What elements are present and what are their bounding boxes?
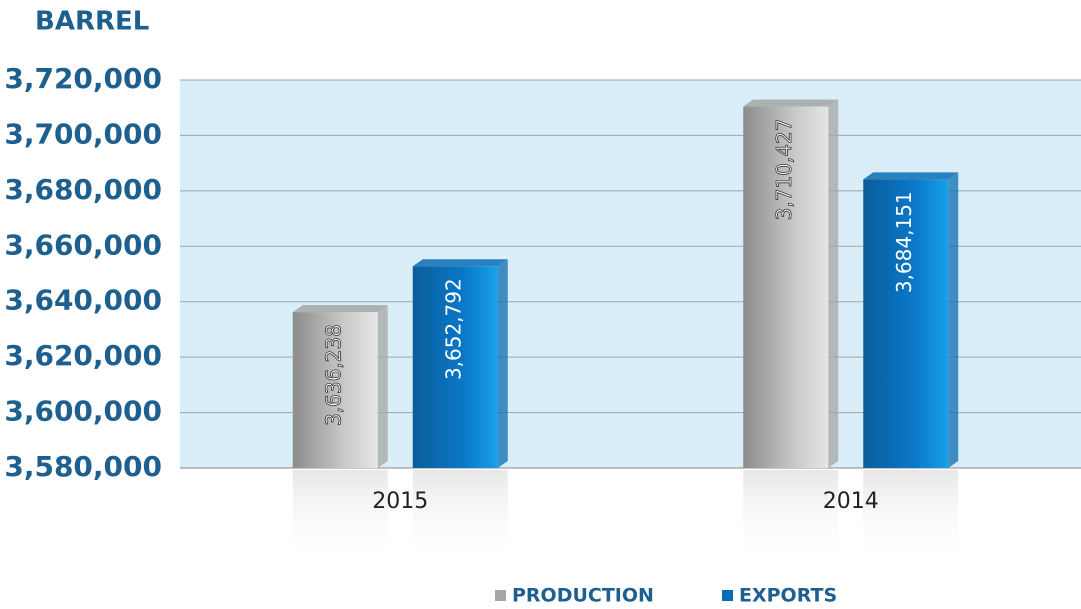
bar: [412, 266, 498, 468]
legend-swatch: [495, 590, 506, 601]
bar-top: [292, 305, 388, 313]
bar: [863, 179, 949, 468]
bar-side: [948, 172, 959, 468]
bar-top: [412, 259, 508, 267]
value-label: 3,684,151: [892, 191, 916, 293]
bar: [292, 312, 378, 468]
bar-reflection: [412, 470, 508, 565]
y-axis-label: BARREL: [35, 7, 149, 37]
y-tick-label: 3,680,000: [4, 173, 162, 206]
bar-top: [863, 172, 959, 180]
x-tick-label: 2014: [823, 489, 879, 514]
y-tick-label: 3,600,000: [4, 395, 162, 428]
value-label: 3,636,238: [322, 324, 346, 426]
bar-reflection: [743, 470, 839, 565]
x-tick-label: 2015: [372, 489, 428, 514]
bar-side: [377, 305, 388, 468]
value-label: 3,652,792: [442, 278, 466, 380]
bar: [743, 106, 829, 468]
y-tick-label: 3,720,000: [4, 62, 162, 95]
legend-label: PRODUCTION: [512, 585, 654, 607]
y-tick-label: 3,700,000: [4, 117, 162, 150]
bar-reflection: [292, 470, 388, 565]
y-tick-label: 3,580,000: [4, 450, 162, 483]
legend-label: EXPORTS: [739, 585, 837, 607]
bar-side: [497, 259, 508, 468]
bar-reflection: [863, 470, 959, 565]
bar-top: [743, 99, 839, 107]
y-tick-label: 3,640,000: [4, 284, 162, 317]
bar-side: [828, 99, 839, 468]
y-tick-label: 3,660,000: [4, 228, 162, 261]
legend-swatch: [722, 590, 733, 601]
y-tick-label: 3,620,000: [4, 339, 162, 372]
value-label: 3,710,427: [772, 119, 796, 221]
